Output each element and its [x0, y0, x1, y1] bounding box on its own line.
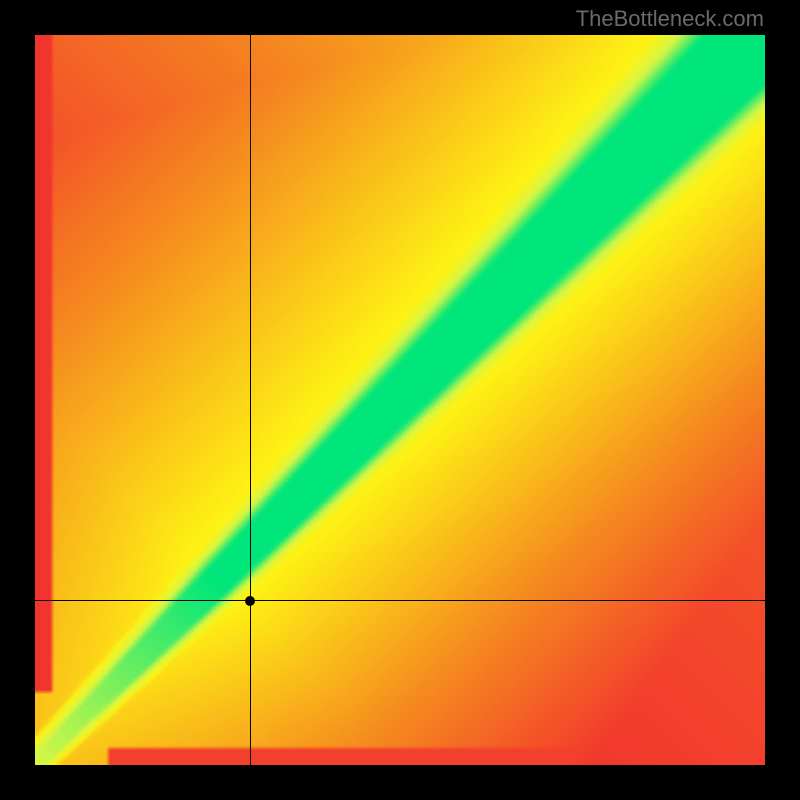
watermark-text: TheBottleneck.com: [576, 6, 764, 32]
heatmap-canvas: [35, 35, 765, 765]
crosshair-horizontal: [35, 600, 765, 601]
heatmap-chart: [35, 35, 765, 765]
crosshair-vertical: [250, 35, 251, 765]
marker-dot: [245, 596, 255, 606]
